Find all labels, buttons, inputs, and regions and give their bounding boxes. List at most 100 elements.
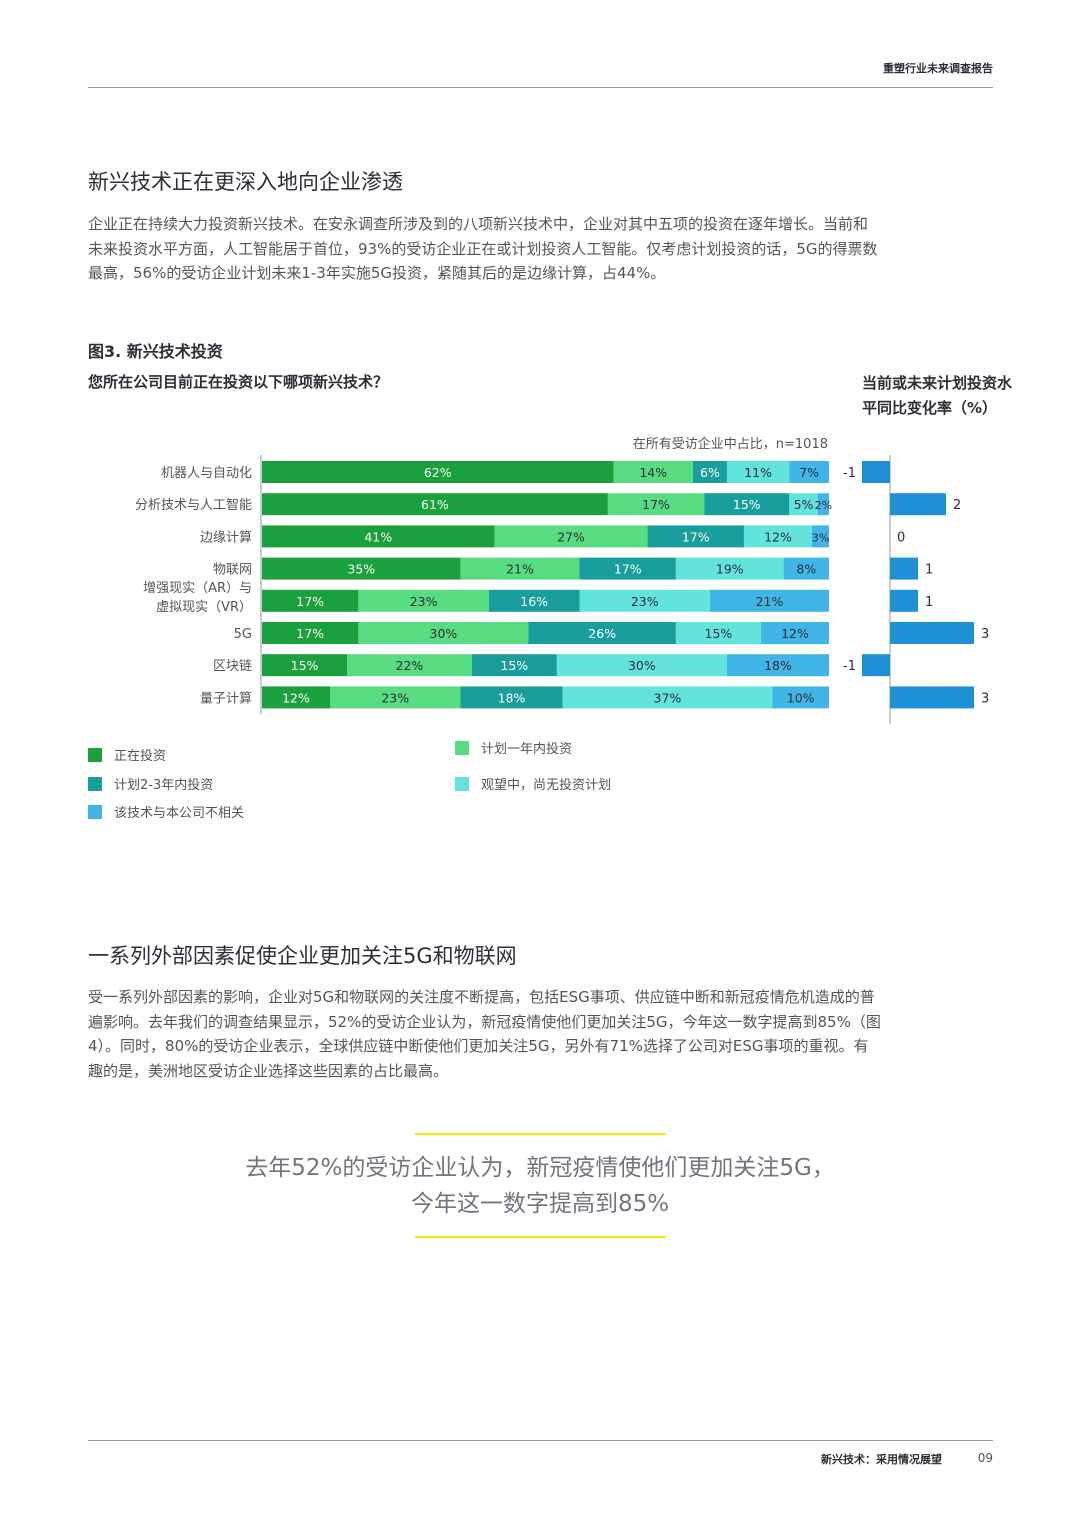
yoy-bar (890, 493, 946, 516)
category-label: 分析技术与人工智能 (135, 498, 252, 513)
bar-segment (789, 461, 829, 483)
category-label: 边缘计算 (200, 530, 252, 545)
quote-line: 今年这一数字提高到85% (410, 1191, 670, 1217)
bar-segment (743, 525, 812, 548)
bar-segment (330, 686, 461, 709)
data-label: 41% (364, 529, 392, 544)
legend-swatch (455, 776, 469, 791)
legend-swatch (88, 747, 102, 762)
yoy-title-line: 平同比变化率（%） (862, 399, 998, 417)
quote-line: 去年52%的受访企业认为，新冠疫情使他们更加关注5G， (245, 1155, 835, 1181)
yoy-bar (890, 589, 918, 612)
data-label: 19% (716, 562, 744, 577)
yoy-value-label: 3 (981, 691, 989, 706)
figure-question: 您所在公司目前正在投资以下哪项新兴技术？ (88, 373, 389, 391)
data-label: 21% (756, 594, 784, 609)
category-label: 虚拟现实（VR） (156, 600, 252, 615)
report-title: 重塑行业未来调查报告 (883, 62, 993, 75)
bar-segment (358, 589, 489, 612)
bar-segment (783, 557, 829, 580)
data-label: 37% (654, 690, 682, 705)
data-label: 21% (506, 562, 534, 577)
paragraph-line: 4）。同时，80%的受访企业表示，全球供应链中断使他们更加关注5G，另外有71%… (88, 1037, 869, 1055)
bar-segment (579, 557, 676, 580)
bar-segment (262, 654, 348, 677)
bar-segment (709, 589, 829, 612)
section2-paragraph: 受一系列外部因素的影响，企业对5G和物联网的关注度不断提高，包括ESG事项、供应… (88, 985, 998, 1083)
bar-segment (704, 493, 790, 516)
category-label: 量子计算 (200, 691, 252, 706)
quote-top-rule (415, 1133, 666, 1135)
legend-label: 计划一年内投资 (481, 742, 573, 757)
legend-swatch (88, 804, 102, 819)
yoy-bar (862, 461, 890, 483)
bar-segment (562, 686, 773, 709)
data-label: 15% (733, 497, 761, 512)
yoy-value-label: 1 (925, 595, 933, 610)
data-label: 17% (642, 497, 670, 512)
data-label: 18% (764, 658, 792, 673)
bar-segment (528, 622, 676, 644)
yoy-bars-layer: -1 2 0 1 1 3 -1 3 (843, 455, 989, 725)
data-label: 26% (588, 626, 616, 641)
data-label: 18% (498, 690, 526, 705)
category-label: 机器人与自动化 (161, 466, 252, 481)
bar-segment (811, 525, 829, 548)
paragraph-line: 受一系列外部因素的影响，企业对5G和物联网的关注度不断提高，包括ESG事项、供应… (88, 988, 875, 1006)
paragraph-line: 遍影响。去年我们的调查结果显示，52%的受访企业认为，新冠疫情使他们更加关注5G… (88, 1012, 881, 1031)
bar-segment (358, 622, 529, 644)
section1-heading: 新兴技术正在更深入地向企业渗透 (88, 170, 403, 194)
data-label: 17% (682, 529, 710, 544)
data-label: 17% (614, 562, 642, 577)
bar-segment (262, 686, 331, 709)
bar-segment (692, 461, 727, 483)
bar-segment (607, 493, 705, 516)
paragraph-line: 趣的是，美洲地区受访企业选择这些因素的占比最高。 (88, 1061, 449, 1080)
bar-segment (579, 589, 710, 612)
legend-item: 计划一年内投资 (455, 738, 572, 757)
stacked-bar-chart: 在所有受访企业中占比，n=1018 机器人与自动化 62% 14% 6% 11% 7% 分析… (135, 436, 989, 725)
legend-swatch (88, 776, 102, 791)
footer-divider (88, 1440, 993, 1441)
bar-segment (471, 654, 557, 677)
data-label: 61% (421, 497, 449, 512)
category-label: 区块链 (213, 659, 252, 674)
data-label: 30% (628, 658, 656, 673)
yoy-value-label: 1 (925, 563, 933, 578)
bar-segment (613, 461, 693, 483)
legend-label: 观望中，尚无投资计划 (481, 778, 612, 793)
bar-segment (772, 686, 829, 709)
section1-paragraph: 企业正在持续大力投资新兴技术。在安永调查所涉及到的八项新兴技术中，企业对其中五项… (88, 212, 998, 286)
category-label: 物联网 (213, 563, 252, 578)
data-label: 17% (296, 594, 324, 609)
legend-label: 该技术与本公司不相关 (114, 806, 245, 821)
legend-item: 观望中，尚无投资计划 (455, 774, 611, 793)
yoy-value-label: -1 (843, 659, 856, 674)
page-number: 09 (977, 1451, 993, 1465)
bar-segment (556, 654, 727, 677)
data-label: 2% (815, 499, 832, 512)
data-label: 35% (347, 562, 375, 577)
section2-heading: 一系列外部因素促使企业更加关注5G和物联网 (88, 944, 517, 968)
category-label: 增强现实（AR）与 (143, 581, 252, 596)
bar-segment (494, 525, 648, 548)
bar-segment (262, 461, 614, 483)
data-label: 27% (557, 529, 585, 544)
bar-segment (488, 589, 580, 612)
pull-quote: 去年52%的受访企业认为，新冠疫情使他们更加关注5G， 今年这一数字提高到85% (150, 1150, 930, 1222)
bar-segment (262, 557, 461, 580)
yoy-value-label: -1 (843, 466, 856, 481)
header-divider (88, 87, 993, 88)
legend-item: 该技术与本公司不相关 (88, 802, 244, 821)
data-label: 15% (291, 658, 319, 673)
data-label: 14% (639, 465, 667, 480)
category-label: 5G (234, 627, 252, 642)
figure-title: 图3. 新兴技术投资 (88, 342, 223, 361)
bar-segment (347, 654, 472, 677)
legend-item: 计划2-3年内投资 (88, 774, 213, 793)
data-label: 62% (424, 465, 452, 480)
legend-label: 正在投资 (114, 749, 167, 764)
data-label: 30% (430, 626, 458, 641)
bar-segment (262, 525, 495, 548)
data-label: 6% (700, 465, 720, 480)
